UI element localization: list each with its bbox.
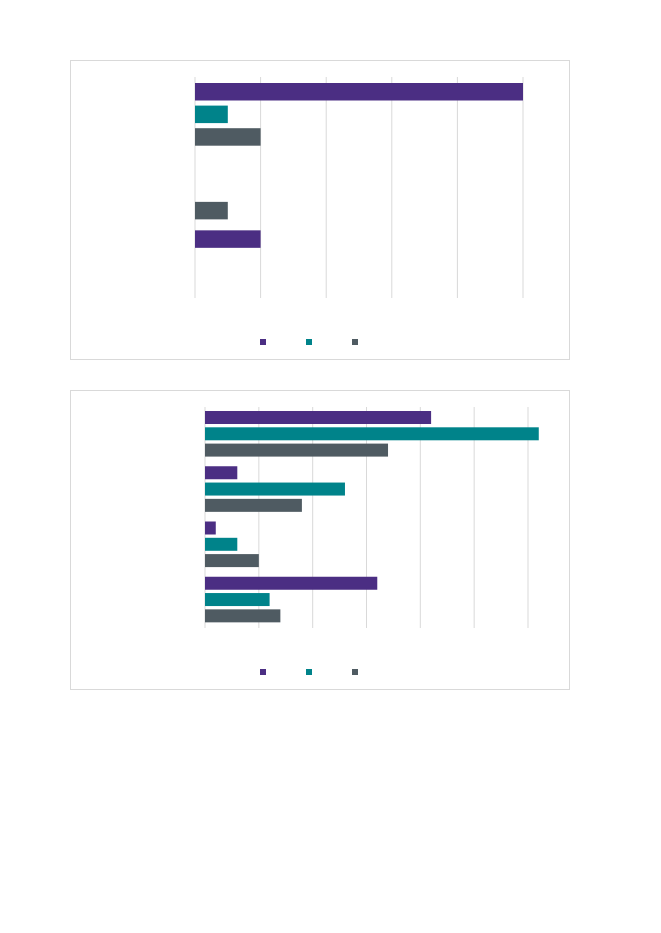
legend-marker-2 xyxy=(352,339,358,345)
bar-chart2-cat3-series0 xyxy=(205,576,378,590)
bar-chart1-cat0-series0 xyxy=(195,83,523,101)
bar-chart2-cat3-series1 xyxy=(205,593,270,607)
bar-chart2-cat2-series0 xyxy=(205,521,216,535)
bar-chart1-cat1-series2 xyxy=(195,201,228,220)
chart-2-svg xyxy=(204,407,539,675)
chart-1-svg xyxy=(194,77,524,345)
bar-chart1-cat2-series0 xyxy=(195,230,261,248)
chart-2 xyxy=(70,390,570,690)
bar-chart2-cat3-series2 xyxy=(205,609,281,623)
bar-chart2-cat0-series2 xyxy=(205,443,389,457)
legend-marker-1 xyxy=(306,669,312,675)
bar-chart1-cat0-series2 xyxy=(195,128,261,146)
bar-chart2-cat1-series2 xyxy=(205,498,302,512)
bar-chart2-cat2-series1 xyxy=(205,537,238,551)
legend-marker-0 xyxy=(260,339,266,345)
legend-marker-0 xyxy=(260,669,266,675)
bar-chart2-cat1-series1 xyxy=(205,482,345,496)
bar-chart2-cat0-series1 xyxy=(205,427,539,441)
legend-marker-2 xyxy=(352,669,358,675)
bar-chart1-cat0-series1 xyxy=(195,105,228,124)
bar-chart2-cat0-series0 xyxy=(205,411,432,424)
legend-marker-1 xyxy=(306,339,312,345)
bar-chart2-cat1-series0 xyxy=(205,466,238,480)
chart-1 xyxy=(70,60,570,360)
bar-chart2-cat2-series2 xyxy=(205,554,259,568)
